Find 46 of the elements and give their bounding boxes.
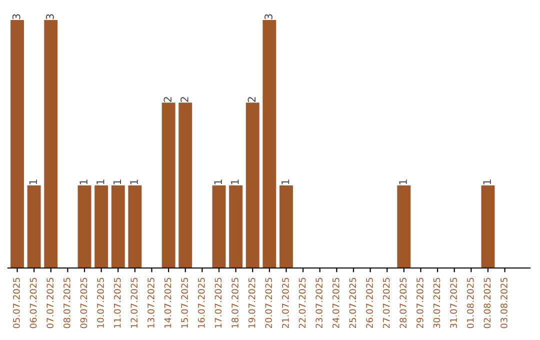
x-tick-label: 14.07.2025 — [164, 278, 172, 328]
data-label: 1 — [113, 180, 121, 184]
x-tick-label: 20.07.2025 — [265, 278, 272, 328]
x-tick-label: 16.07.2025 — [198, 278, 205, 328]
x-tick-label: 23.07.2025 — [316, 278, 322, 328]
x-tick-label: 08.07.2025 — [63, 278, 70, 328]
x-tick-label: 30.07.2025 — [433, 278, 440, 328]
data-label: 1 — [483, 180, 491, 184]
data-label: 3 — [46, 14, 54, 20]
x-tick-label: 25.07.2025 — [349, 278, 356, 328]
data-label: 2 — [248, 97, 256, 102]
x-tick-label: 19.07.2025 — [248, 278, 256, 328]
x-tick-label: 26.07.2025 — [366, 278, 373, 328]
x-tick-label: 11.07.2025 — [114, 278, 121, 328]
data-label: 3 — [264, 14, 272, 20]
x-tick-label: 15.07.2025 — [181, 278, 188, 328]
x-tick-label: 01.08.2025 — [466, 278, 474, 328]
x-tick-label: 02.08.2025 — [484, 278, 491, 328]
data-label: 1 — [282, 180, 290, 184]
data-label: 2 — [180, 97, 188, 102]
x-tick-label: 28.07.2025 — [400, 278, 407, 328]
data-label: 1 — [80, 180, 88, 184]
x-tick-label: 27.07.2025 — [382, 278, 390, 328]
data-label: 1 — [29, 180, 37, 184]
data-label: 1 — [130, 180, 138, 184]
x-tick-label: 06.07.2025 — [30, 278, 37, 328]
x-tick-label: 05.07.2025 — [13, 278, 20, 328]
data-label: 2 — [164, 97, 172, 102]
x-tick-label: 21.07.2025 — [282, 278, 289, 328]
x-tick-label: 07.07.2025 — [46, 278, 54, 328]
data-label: 3 — [12, 14, 20, 20]
data-label: 1 — [96, 180, 104, 184]
data-label: 1 — [399, 180, 407, 184]
x-tick-label: 22.07.2025 — [298, 278, 306, 328]
x-tick-label: 18.07.2025 — [232, 278, 238, 328]
x-tick-label: 17.07.2025 — [214, 278, 222, 328]
x-tick-label: 24.07.2025 — [332, 278, 340, 328]
x-tick-label: 09.07.2025 — [80, 278, 88, 328]
x-tick-label: 10.07.2025 — [97, 278, 104, 328]
x-tick-label: 31.07.2025 — [450, 278, 457, 328]
x-tick-label: 12.07.2025 — [130, 278, 138, 328]
data-label: 1 — [214, 180, 222, 184]
x-tick-label: 13.07.2025 — [148, 278, 154, 328]
x-tick-label: 03.08.2025 — [500, 278, 508, 328]
data-label: 1 — [231, 180, 239, 184]
x-tick-label: 29.07.2025 — [416, 278, 424, 328]
